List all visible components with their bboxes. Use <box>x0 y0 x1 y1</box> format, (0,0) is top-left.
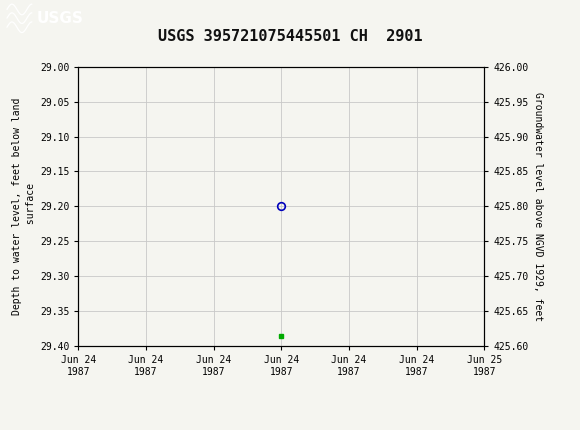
Text: USGS: USGS <box>37 12 84 26</box>
Y-axis label: Groundwater level above NGVD 1929, feet: Groundwater level above NGVD 1929, feet <box>533 92 543 321</box>
Y-axis label: Depth to water level, feet below land
 surface: Depth to water level, feet below land su… <box>12 98 36 315</box>
Text: USGS 395721075445501 CH  2901: USGS 395721075445501 CH 2901 <box>158 29 422 44</box>
